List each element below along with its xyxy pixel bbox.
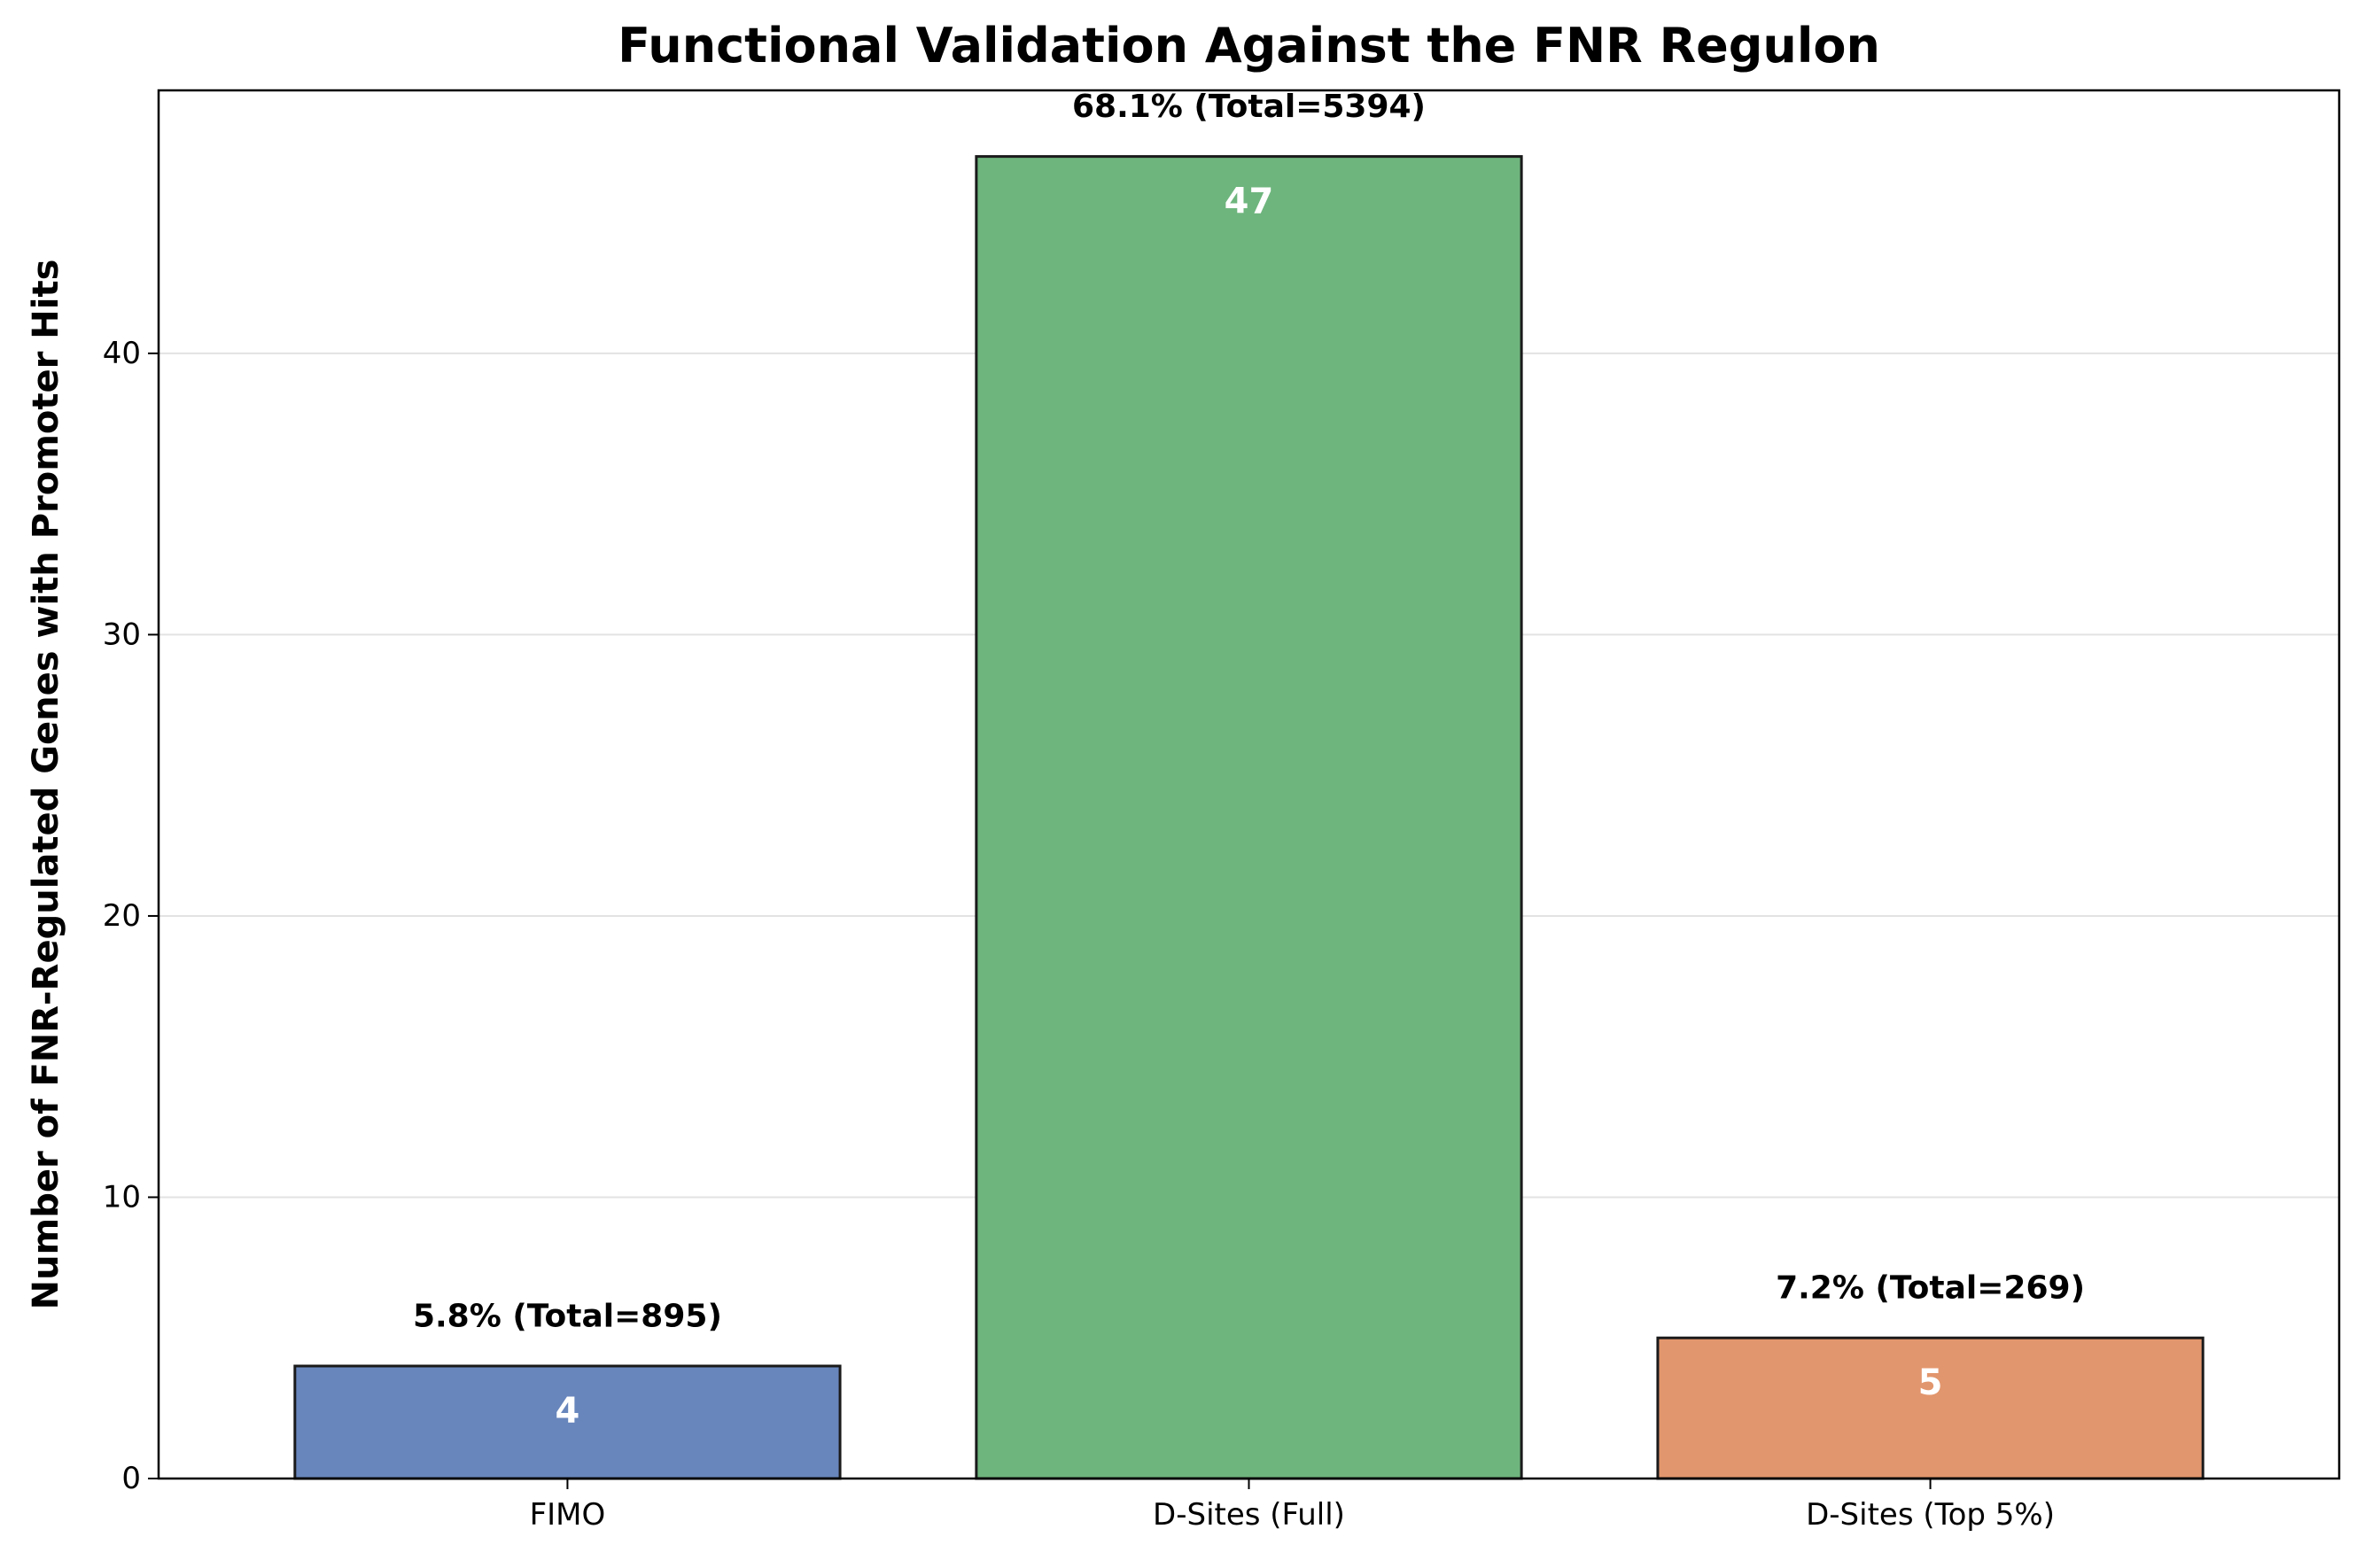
x-tick-label: FIMO [530,1497,606,1533]
y-tick-label: 0 [121,1461,141,1496]
y-tick-label: 30 [103,617,141,652]
x-tick-label: D-Sites (Top 5%) [1806,1497,2055,1533]
chart-title: Functional Validation Against the FNR Re… [618,18,1880,74]
y-axis: 0 10 20 30 40 [103,336,159,1496]
bar-annotation: 7.2% (Total=269) [1776,1270,2085,1307]
y-tick-label: 20 [103,898,141,934]
y-tick-label: 10 [103,1179,141,1215]
x-axis: FIMO D-Sites (Full) D-Sites (Top 5%) [530,1479,2055,1533]
bar-value-label: 4 [556,1391,580,1432]
bar [975,155,1523,1480]
bar-value-label: 5 [1918,1362,1943,1403]
y-tick-label: 40 [103,336,141,371]
bar [1656,1336,2205,1480]
bar-labels: 4 5.8% (Total=895) 47 68.1% (Total=5394) 5 7.… [413,89,2085,1432]
bar-annotation: 68.1% (Total=5394) [1072,89,1426,125]
bar [293,1364,842,1480]
y-axis-label: Number of FNR-Regulated Genes with Promo… [26,260,66,1310]
x-tick-label: D-Sites (Full) [1153,1497,1345,1533]
bar-annotation: 5.8% (Total=895) [413,1298,722,1334]
bar-value-label: 47 [1225,182,1274,222]
